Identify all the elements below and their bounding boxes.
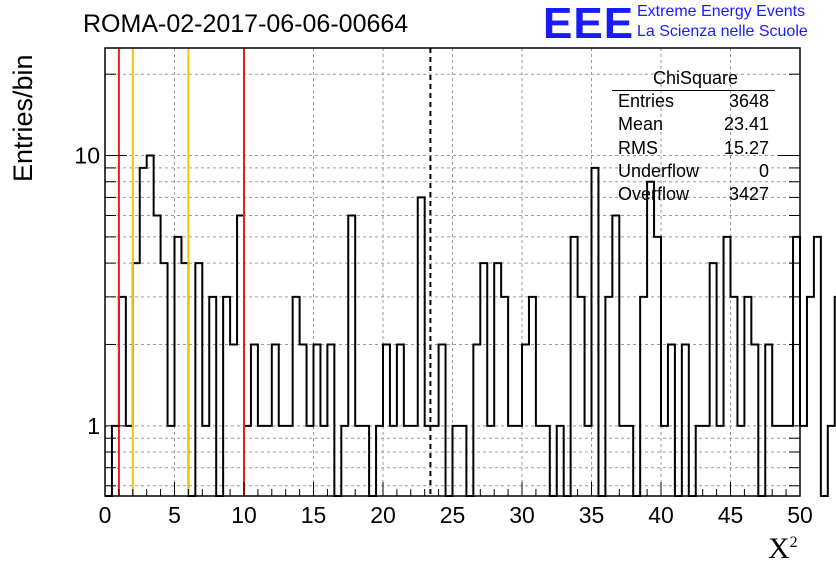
stats-value: 0: [758, 160, 769, 181]
stats-row: Overflow 3427: [612, 183, 775, 206]
stats-value: 3427: [728, 184, 769, 205]
x-tick-label: 10: [231, 502, 257, 528]
x-axis-label-superscript: 2: [789, 534, 798, 551]
stats-box: ChiSquare Entries 3648 Mean 23.41 RMS 15.27…: [612, 66, 775, 206]
x-tick-label: 30: [509, 502, 535, 528]
chart-title: ROMA-02-2017-06-06-00664: [83, 10, 409, 38]
stats-value: 3648: [728, 91, 769, 111]
stats-label: Entries: [618, 91, 675, 111]
histogram-series: [105, 154, 836, 497]
stats-divider: [612, 90, 775, 91]
x-tick-label: 50: [787, 502, 813, 528]
stats-row: Underflow 0: [612, 160, 775, 183]
x-axis-label-base: X: [768, 532, 790, 565]
eee-logo: EEE Extreme Energy Events La Scienza nel…: [543, 0, 833, 46]
histogram-line: [105, 154, 836, 497]
logo-subtitle-1: Extreme Energy Events: [637, 3, 806, 20]
logo-subtitle-2: La Scienza nelle Scuole: [637, 23, 808, 40]
x-tick-label: 45: [718, 502, 744, 528]
stats-row: RMS 15.27: [612, 137, 775, 160]
stats-title: ChiSquare: [652, 68, 739, 88]
stats-value: 15.27: [723, 137, 769, 158]
x-tick-label: 20: [370, 502, 396, 528]
y-axis-label: Entries/bin: [8, 54, 38, 182]
eee-logo-mark: EEE: [543, 0, 635, 48]
x-axis-label: X2: [768, 532, 798, 566]
x-tick-label: 5: [168, 502, 181, 528]
stats-value: 23.41: [723, 114, 769, 135]
y-tick-label: 10: [74, 143, 100, 169]
x-tick-label: 15: [301, 502, 327, 528]
stats-label: Underflow: [618, 160, 700, 181]
x-tick-label: 0: [99, 502, 112, 528]
stats-label: Overflow: [618, 184, 690, 205]
stats-label: RMS: [618, 137, 658, 158]
axis-ticks: [104, 73, 801, 496]
x-tick-label: 25: [440, 502, 466, 528]
marker-lines: [117, 48, 432, 496]
y-tick-label: 1: [87, 413, 100, 439]
tick-labels: 0 5 10 15 20 25 30 35 40 45 50 1 10: [74, 143, 812, 528]
x-tick-label: 40: [648, 502, 674, 528]
x-tick-label: 35: [579, 502, 605, 528]
stats-label: Mean: [618, 114, 664, 135]
stats-row: Mean 23.41: [612, 113, 775, 136]
stats-row: Entries 3648: [612, 90, 775, 113]
